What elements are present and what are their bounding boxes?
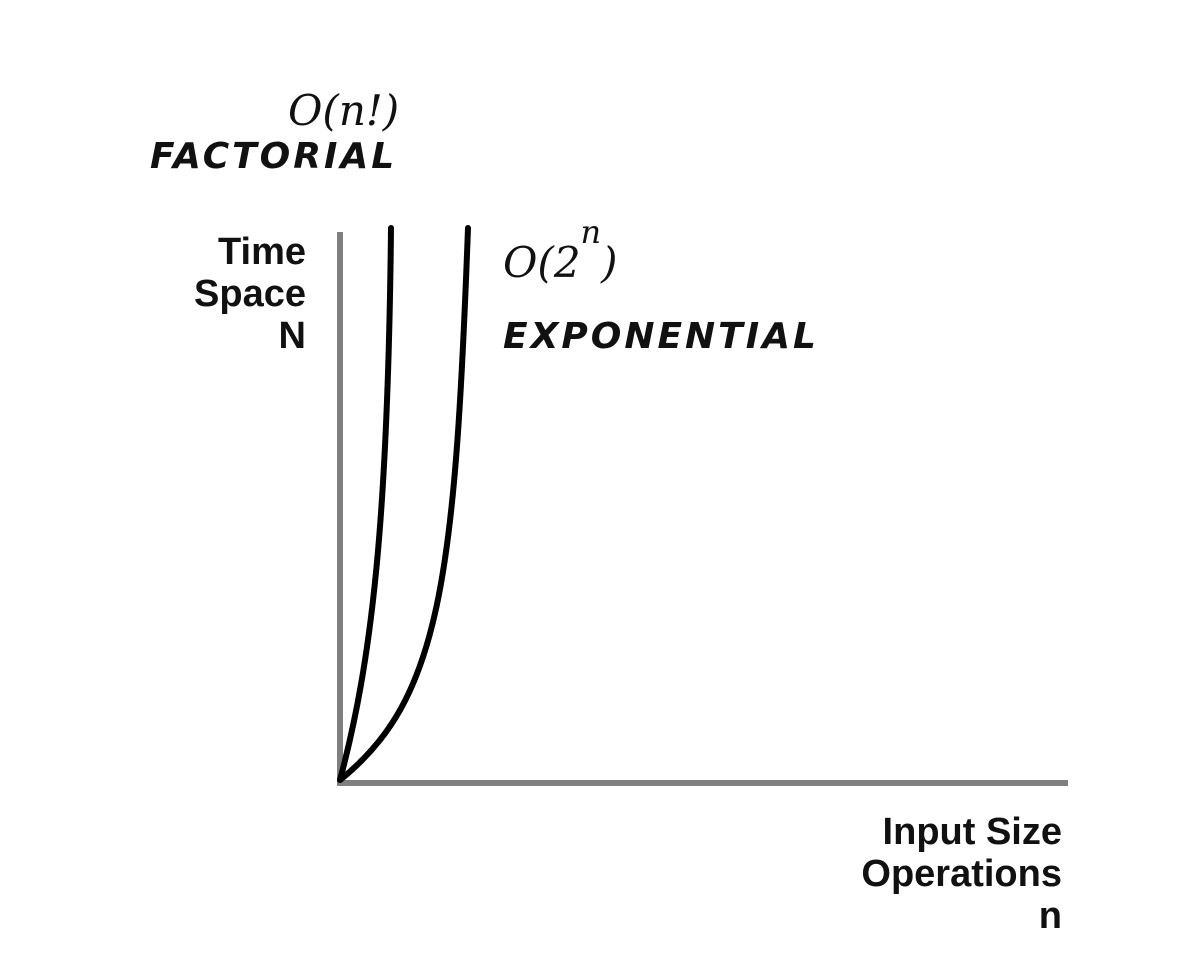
exponential-notation-exponent: n xyxy=(580,213,602,251)
x-label-operations: Operations xyxy=(861,853,1062,895)
x-label-n: n xyxy=(1038,895,1062,937)
exponential-label: EXPONENTIAL xyxy=(503,316,819,357)
x-label-input-size: Input Size xyxy=(882,811,1062,853)
y-label-n: N xyxy=(278,315,306,357)
exponential-notation: O(2n) xyxy=(503,213,618,287)
y-label-space: Space xyxy=(194,273,306,315)
factorial-notation: O(n!) xyxy=(288,86,400,135)
factorial-label: FACTORIAL xyxy=(150,136,398,177)
exponential-notation-close: ) xyxy=(601,238,618,287)
exponential-curve xyxy=(337,225,471,783)
y-label-time: Time xyxy=(217,231,306,273)
exponential-notation-base: O(2 xyxy=(503,238,581,287)
factorial-curve xyxy=(337,225,394,783)
